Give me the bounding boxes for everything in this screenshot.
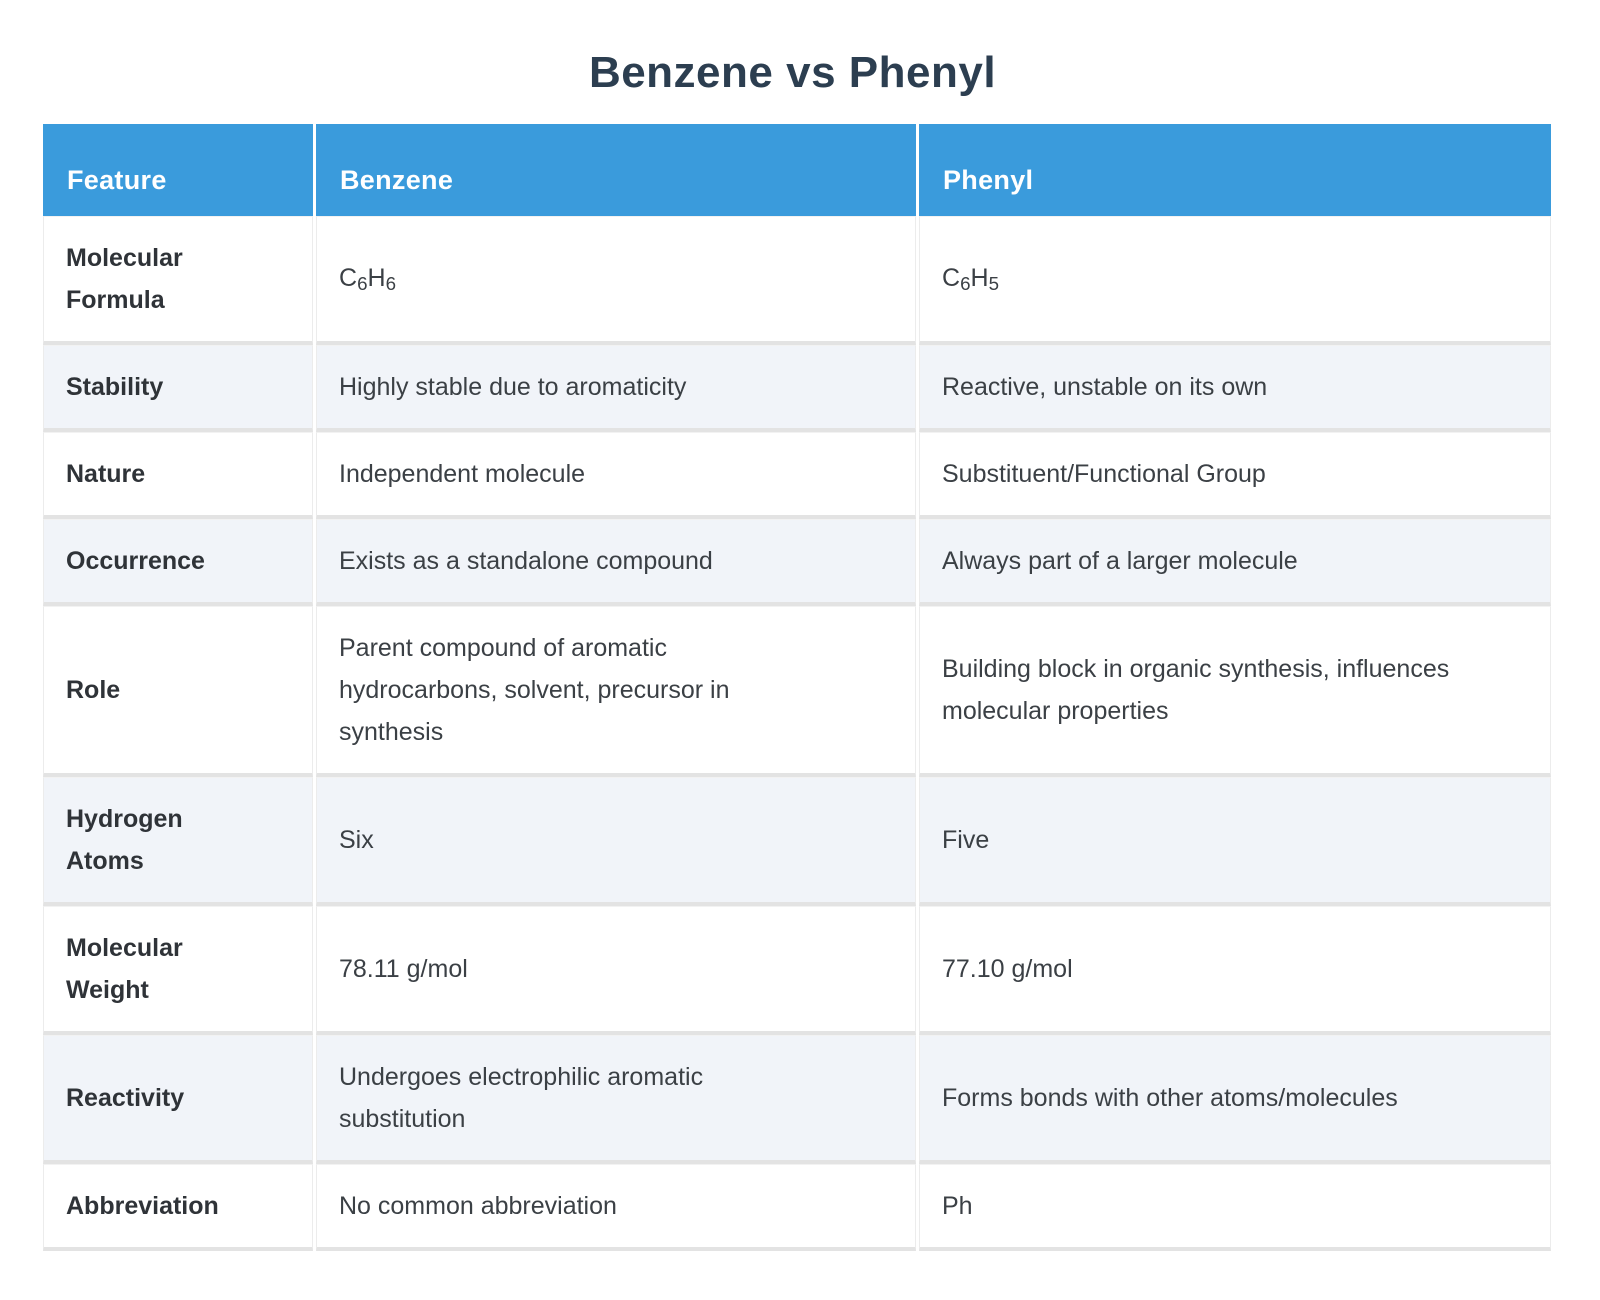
table-row-reactivity: Reactivity Undergoes electrophilic aroma… [43, 1035, 1551, 1164]
benzene-cell: C6H6 [316, 216, 916, 345]
phenyl-cell: Substituent/Functional Group [919, 432, 1551, 519]
phenyl-value: 77.10 g/mol [942, 955, 1073, 983]
benzene-value: Parent compound of aromatic hydrocarbons… [339, 634, 730, 746]
benzene-value: Highly stable due to aromaticity [339, 373, 687, 401]
phenyl-value: Always part of a larger molecule [942, 547, 1298, 575]
phenyl-cell: Five [919, 777, 1551, 906]
phenyl-cell: Building block in organic synthesis, inf… [919, 606, 1551, 777]
phenyl-value: Substituent/Functional Group [942, 460, 1266, 488]
phenyl-cell: Always part of a larger molecule [919, 519, 1551, 606]
benzene-value: Exists as a standalone compound [339, 547, 713, 575]
comparison-table: Feature Benzene Phenyl Molecular Formula… [40, 124, 1554, 1251]
feature-cell: Reactivity [43, 1035, 313, 1164]
phenyl-value: Reactive, unstable on its own [942, 373, 1268, 401]
table-row-molecular-formula: Molecular Formula C6H6 C6H5 [43, 216, 1551, 345]
feature-label: Reactivity [66, 1084, 185, 1112]
benzene-formula: C6H6 [339, 264, 396, 295]
feature-label: Role [66, 676, 121, 704]
phenyl-cell: C6H5 [919, 216, 1551, 345]
table-row-abbreviation: Abbreviation No common abbreviation Ph [43, 1164, 1551, 1251]
table-row-hydrogen-atoms: Hydrogen Atoms Six Five [43, 777, 1551, 906]
benzene-cell: Undergoes electrophilic aromatic substit… [316, 1035, 916, 1164]
benzene-cell: Exists as a standalone compound [316, 519, 916, 606]
feature-label: Hydrogen Atoms [66, 805, 183, 875]
header-benzene: Benzene [316, 124, 916, 216]
benzene-value: 78.11 g/mol [339, 955, 468, 983]
benzene-cell: Parent compound of aromatic hydrocarbons… [316, 606, 916, 777]
feature-cell: Molecular Weight [43, 906, 313, 1035]
feature-label: Molecular Weight [66, 934, 183, 1004]
feature-cell: Stability [43, 345, 313, 432]
benzene-cell: Highly stable due to aromaticity [316, 345, 916, 432]
feature-cell: Molecular Formula [43, 216, 313, 345]
benzene-value: Independent molecule [339, 460, 586, 488]
feature-cell: Role [43, 606, 313, 777]
table-row-nature: Nature Independent molecule Substituent/… [43, 432, 1551, 519]
feature-label: Stability [66, 373, 164, 401]
benzene-cell: No common abbreviation [316, 1164, 916, 1251]
benzene-value: Undergoes electrophilic aromatic substit… [339, 1063, 704, 1133]
phenyl-cell: Ph [919, 1164, 1551, 1251]
phenyl-value: Ph [942, 1192, 973, 1220]
feature-label: Occurrence [66, 547, 205, 575]
benzene-cell: 78.11 g/mol [316, 906, 916, 1035]
phenyl-formula: C6H5 [942, 264, 999, 295]
feature-cell: Occurrence [43, 519, 313, 606]
table-row-role: Role Parent compound of aromatic hydroca… [43, 606, 1551, 777]
benzene-cell: Independent molecule [316, 432, 916, 519]
feature-label: Molecular Formula [66, 244, 183, 314]
feature-label: Nature [66, 460, 146, 488]
phenyl-cell: Forms bonds with other atoms/molecules [919, 1035, 1551, 1164]
phenyl-cell: Reactive, unstable on its own [919, 345, 1551, 432]
header-row: Feature Benzene Phenyl [43, 124, 1551, 216]
phenyl-value: Forms bonds with other atoms/molecules [942, 1084, 1398, 1112]
feature-cell: Abbreviation [43, 1164, 313, 1251]
phenyl-cell: 77.10 g/mol [919, 906, 1551, 1035]
page-title: Benzene vs Phenyl [588, 48, 997, 97]
benzene-value: Six [339, 826, 374, 854]
phenyl-value: Five [942, 826, 990, 854]
benzene-value: No common abbreviation [339, 1192, 617, 1220]
feature-cell: Hydrogen Atoms [43, 777, 313, 906]
feature-cell: Nature [43, 432, 313, 519]
table-row-molecular-weight: Molecular Weight 78.11 g/mol 77.10 g/mol [43, 906, 1551, 1035]
feature-label: Abbreviation [66, 1192, 219, 1220]
phenyl-value: Building block in organic synthesis, inf… [942, 655, 1450, 725]
benzene-cell: Six [316, 777, 916, 906]
header-feature: Feature [43, 124, 313, 216]
table-row-stability: Stability Highly stable due to aromatici… [43, 345, 1551, 432]
header-phenyl: Phenyl [919, 124, 1551, 216]
table-row-occurrence: Occurrence Exists as a standalone compou… [43, 519, 1551, 606]
